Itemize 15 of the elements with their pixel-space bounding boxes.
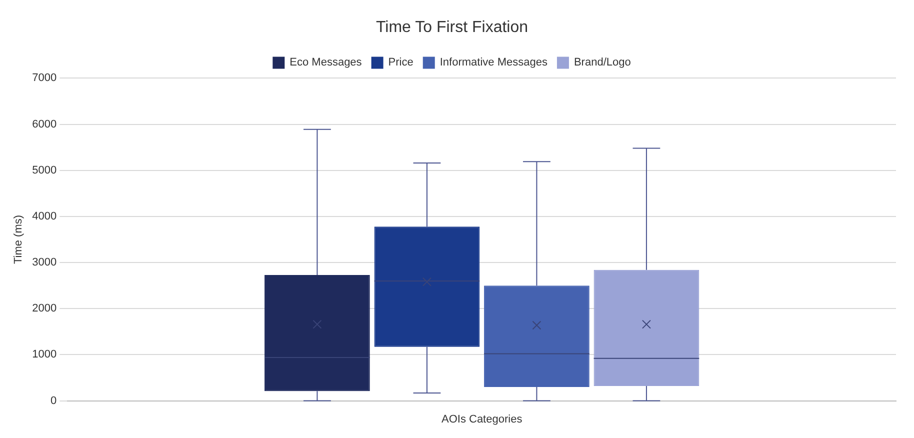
- legend-label: Informative Messages: [440, 56, 548, 69]
- y-tick-label: 6000: [32, 118, 57, 130]
- y-tick-label: 2000: [32, 302, 57, 315]
- x-axis-title: AOIs Categories: [441, 413, 523, 426]
- chart-title: Time To First Fixation: [376, 19, 528, 36]
- y-tick-label: 7000: [32, 72, 57, 84]
- legend-label: Price: [388, 56, 414, 69]
- legend-label: Brand/Logo: [574, 56, 631, 69]
- y-tick-label: 5000: [32, 164, 57, 176]
- y-tick-label: 3000: [32, 256, 57, 269]
- y-tick-label: 1000: [32, 348, 57, 361]
- y-tick-label: 0: [50, 394, 57, 407]
- legend-label: Eco Messages: [290, 56, 362, 69]
- y-tick-label: 4000: [32, 210, 57, 222]
- y-axis-title: Time (ms): [12, 214, 25, 264]
